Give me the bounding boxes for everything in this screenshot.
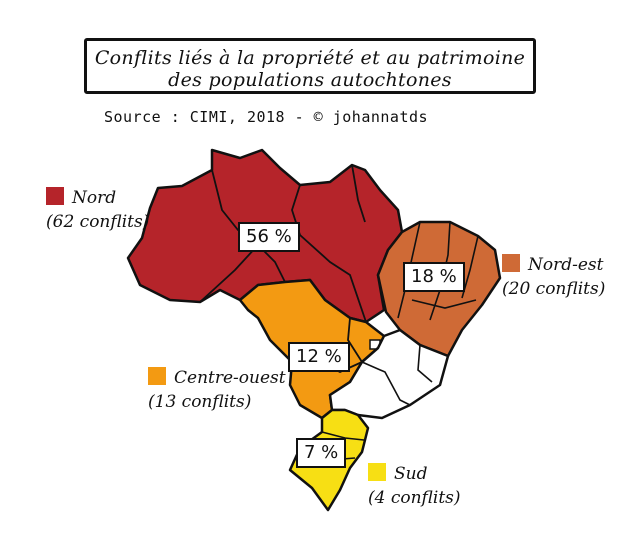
legend-count-nord: (62 conflits) [46,212,150,232]
percent-label-nord-est: 18 % [403,262,465,292]
percent-label-centre-ouest: 12 % [288,342,350,372]
legend-count-centre-ouest: (13 conflits) [148,392,252,412]
legend-sud: Sud (4 conflits) [368,462,461,510]
legend-nord-est: Nord-est (20 conflits) [502,253,605,301]
title-line-1: Conflits liés à la propriété et au patri… [94,47,526,69]
legend-name-centre-ouest: Centre-ouest [174,368,286,388]
legend-count-nord-est: (20 conflits) [502,279,606,299]
title-box: Conflits liés à la propriété et au patri… [84,38,536,94]
legend-name-nord-est: Nord-est [528,255,604,275]
legend-nord: Nord (62 conflits) [46,186,149,234]
percent-label-sud: 7 % [296,438,347,468]
percent-label-nord: 56 % [238,222,300,252]
legend-swatch-sud [368,463,386,481]
legend-name-nord: Nord [72,188,117,208]
legend-swatch-nord-est [502,254,520,272]
title-line-2: des populations autochtones [168,69,452,91]
legend-swatch-centre-ouest [148,367,166,385]
legend-count-sud: (4 conflits) [368,488,461,508]
legend-name-sud: Sud [394,464,428,484]
source-credit: Source : CIMI, 2018 - © johannatds [104,108,429,126]
legend-centre-ouest: Centre-ouest (13 conflits) [148,366,286,414]
legend-swatch-nord [46,187,64,205]
